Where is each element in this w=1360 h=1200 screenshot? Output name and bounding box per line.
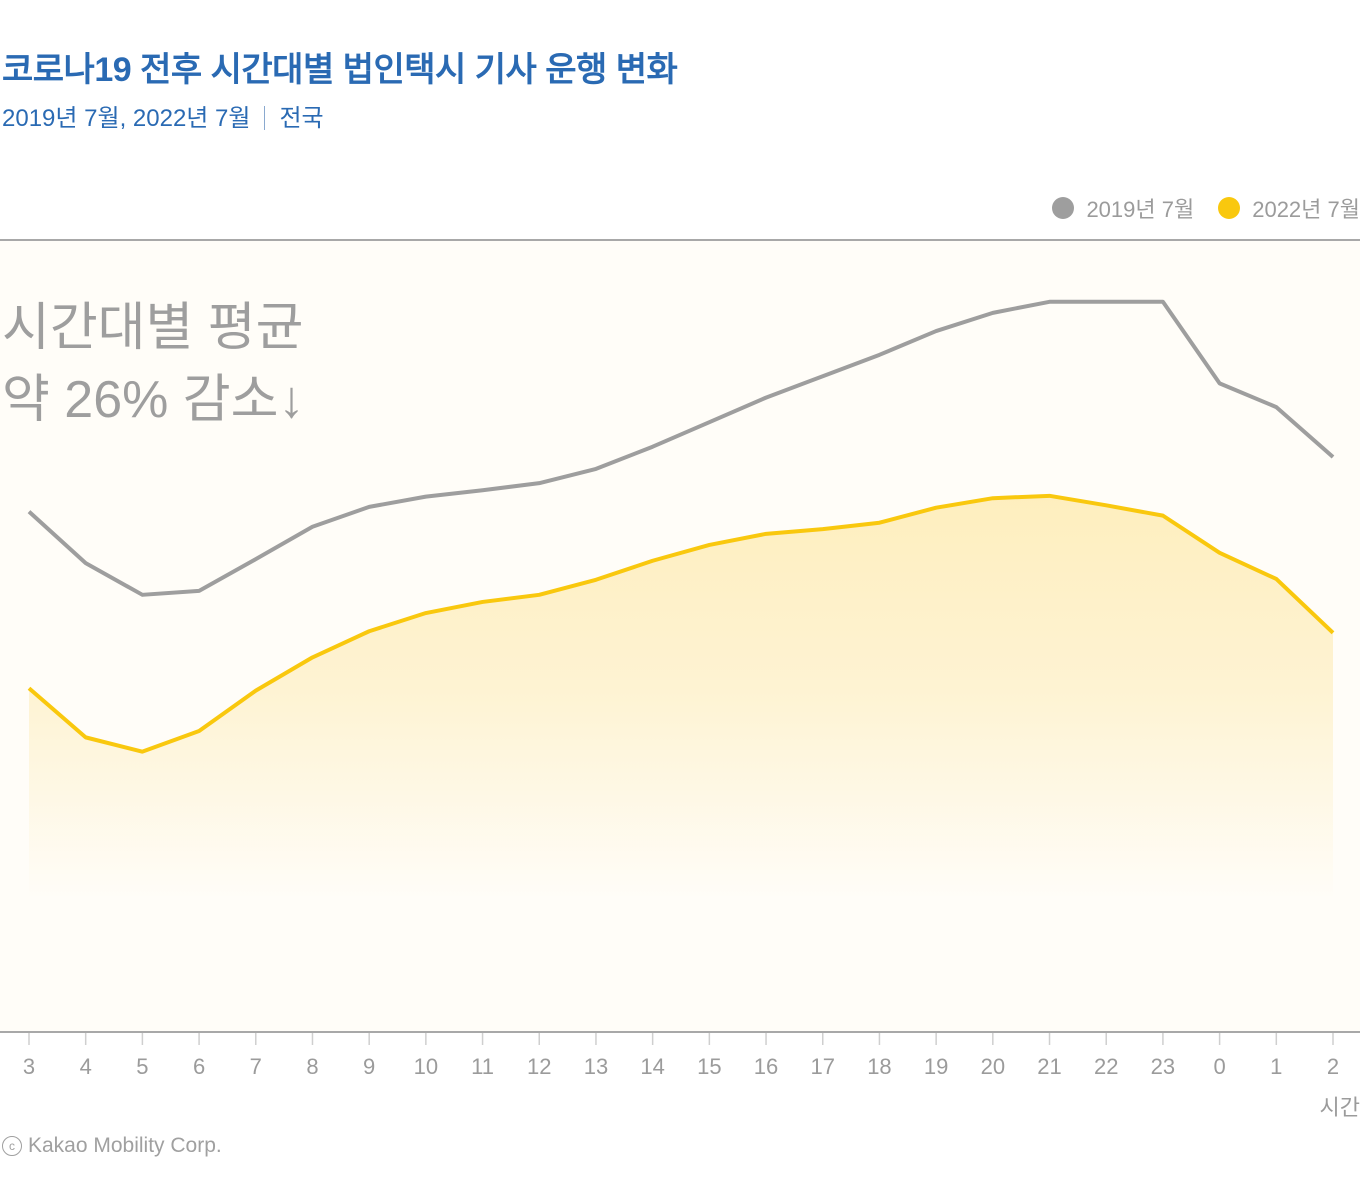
data-point-2019-h22 <box>1104 300 1108 304</box>
x-tick-label: 23 <box>1151 1054 1175 1079</box>
data-point-2022-h23 <box>1161 514 1165 518</box>
x-tick-label: 9 <box>363 1054 375 1079</box>
x-tick-label: 18 <box>867 1054 891 1079</box>
data-point-2022-h6 <box>197 729 201 733</box>
legend-label-2019: 2019년 7월 <box>1086 197 1195 222</box>
data-point-2019-h19 <box>934 329 938 333</box>
data-point-2019-h18 <box>877 353 881 357</box>
data-point-2022-h16 <box>764 532 768 536</box>
data-point-2019-h17 <box>821 374 825 378</box>
data-point-2019-h4 <box>84 561 88 565</box>
legend-label-2022: 2022년 7월 <box>1252 197 1360 222</box>
data-point-2022-h5 <box>140 750 144 754</box>
subtitle-divider <box>264 106 266 130</box>
data-point-2022-h2 <box>1331 631 1335 635</box>
annotation-line-2: 약 26% 감소↓ <box>2 371 305 429</box>
legend-dot-2022 <box>1218 197 1241 219</box>
x-tick-label: 1 <box>1270 1054 1282 1079</box>
data-point-2022-h4 <box>84 735 88 739</box>
data-point-2019-h20 <box>991 311 995 315</box>
x-tick-label: 5 <box>136 1054 148 1079</box>
x-tick-label: 7 <box>250 1054 262 1079</box>
x-tick-label: 14 <box>640 1054 664 1079</box>
data-point-2022-h1 <box>1274 577 1278 581</box>
subtitle-period: 2019년 7월, 2022년 7월 <box>2 105 251 132</box>
data-point-2022-h14 <box>651 559 655 563</box>
data-point-2022-h21 <box>1048 494 1052 498</box>
series-line-2022 <box>27 493 1335 754</box>
x-tick-label: 11 <box>471 1054 494 1079</box>
data-point-2019-h16 <box>764 396 768 400</box>
x-axis-title: 시간 <box>1319 1095 1360 1120</box>
series-line-2019 <box>27 299 1335 597</box>
data-point-2022-h18 <box>877 521 881 525</box>
x-tick-label: 3 <box>23 1054 35 1079</box>
subtitle-region: 전국 <box>279 105 324 132</box>
data-point-2019-h13 <box>594 467 598 471</box>
x-tick-label: 10 <box>414 1054 438 1079</box>
area-2022 <box>29 495 1333 1032</box>
data-point-2019-h9 <box>367 505 371 509</box>
data-point-2019-h10 <box>424 495 428 499</box>
data-point-2022-h12 <box>537 593 541 597</box>
data-point-2019-h12 <box>537 481 541 485</box>
x-tick-label: 8 <box>306 1054 318 1079</box>
chart-subtitle: 2019년 7월, 2022년 7월 전국 <box>2 98 324 133</box>
data-point-2019-h15 <box>707 420 711 424</box>
data-point-2019-h2 <box>1331 455 1335 459</box>
x-tick-label: 2 <box>1327 1054 1339 1079</box>
copyright-credit: c Kakao Mobility Corp. <box>2 1134 222 1158</box>
data-point-2019-h7 <box>254 557 258 561</box>
x-tick-label: 6 <box>193 1054 205 1079</box>
legend-item-2019: 2019년 7월 <box>1052 192 1194 224</box>
data-point-2022-h15 <box>707 543 711 547</box>
data-point-2022-h0 <box>1218 551 1222 555</box>
legend-dot-2019 <box>1052 197 1075 219</box>
x-tick-label: 22 <box>1094 1054 1118 1079</box>
data-point-2019-h8 <box>310 525 314 529</box>
data-point-2019-h11 <box>481 488 485 492</box>
x-tick-label: 16 <box>754 1054 778 1079</box>
annotation-line-1: 시간대별 평균 <box>2 299 304 357</box>
data-point-2019-h5 <box>140 593 144 597</box>
chart-annotation: 시간대별 평균 약 26% 감소↓ <box>2 292 305 436</box>
data-point-2022-h9 <box>367 629 371 633</box>
data-point-2022-h7 <box>254 689 258 693</box>
data-point-2019-h0 <box>1218 381 1222 385</box>
x-tick-label: 0 <box>1213 1054 1225 1079</box>
x-tick-label: 12 <box>527 1054 551 1079</box>
copyright-icon: c <box>2 1136 22 1156</box>
credit-text: Kakao Mobility Corp. <box>28 1134 222 1157</box>
chart-legend: 2019년 7월 2022년 7월 <box>1028 192 1360 224</box>
x-tick-label: 21 <box>1037 1054 1061 1079</box>
x-tick-label: 15 <box>697 1054 721 1079</box>
x-tick-label: 13 <box>584 1054 608 1079</box>
x-tick-label: 20 <box>981 1054 1005 1079</box>
data-point-2019-h14 <box>651 445 655 449</box>
x-tick-label: 19 <box>924 1054 948 1079</box>
data-point-2022-h11 <box>481 600 485 604</box>
data-point-2022-h20 <box>991 496 995 500</box>
x-tick-label: 4 <box>80 1054 92 1079</box>
line-chart: 3 4 5 6 7 8 9 10 11 12 13 14 15 16 17 18 19 20 21 22 23 0 1 2 <box>0 239 1360 1079</box>
data-point-2019-h23 <box>1161 300 1165 304</box>
data-point-2019-h3 <box>27 510 31 514</box>
data-point-2019-h1 <box>1274 405 1278 409</box>
data-point-2022-h19 <box>934 506 938 510</box>
data-point-2019-h6 <box>197 589 201 593</box>
x-tick-label: 17 <box>810 1054 834 1079</box>
data-point-2022-h3 <box>27 686 31 690</box>
data-point-2022-h22 <box>1104 503 1108 507</box>
data-point-2022-h10 <box>424 611 428 615</box>
legend-item-2022: 2022년 7월 <box>1218 192 1360 224</box>
data-point-2022-h8 <box>310 655 314 659</box>
data-point-2019-h21 <box>1048 300 1052 304</box>
data-point-2022-h13 <box>594 578 598 582</box>
chart-title: 코로나19 전후 시간대별 법인택시 기사 운행 변화 <box>2 51 678 89</box>
data-point-2022-h17 <box>821 527 825 531</box>
